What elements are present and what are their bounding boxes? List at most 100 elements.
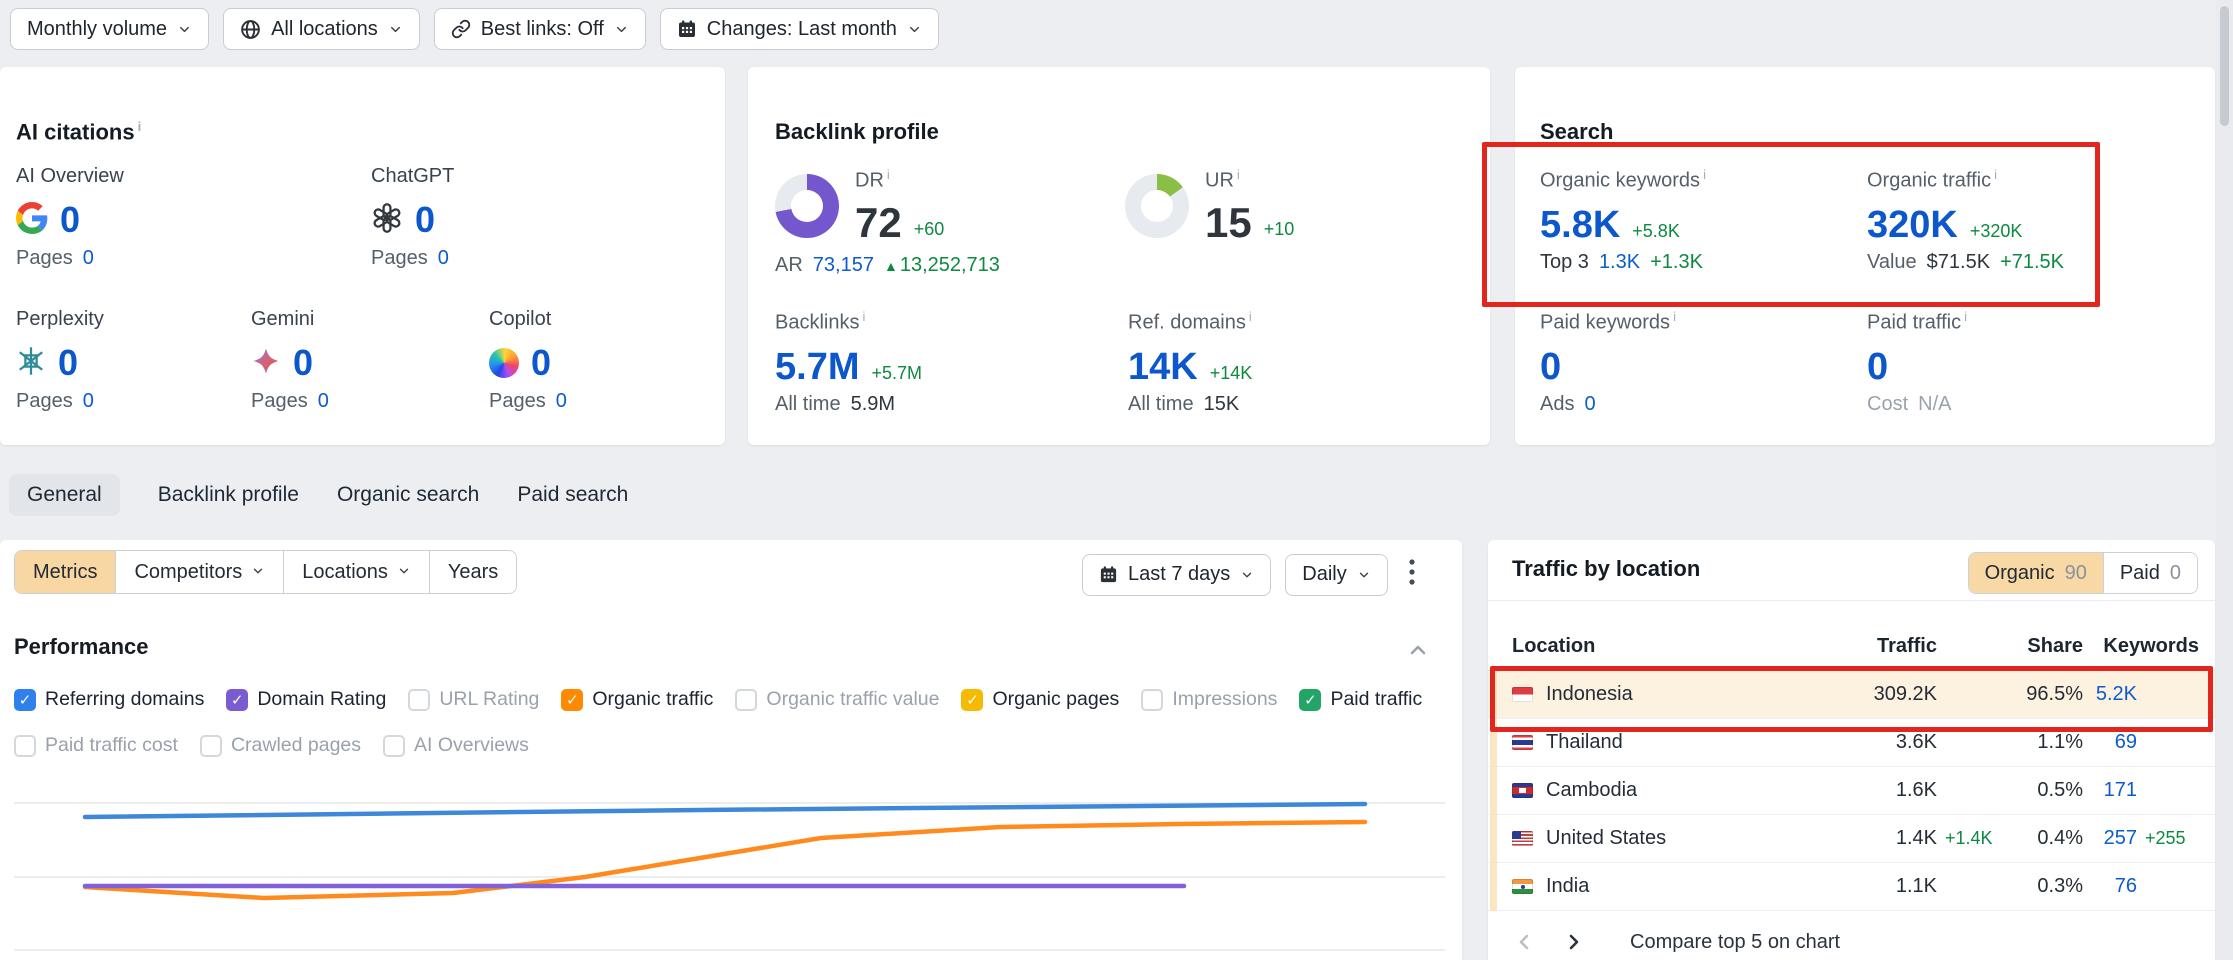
paid-traffic-stat: Paid traffici 0 CostN/A xyxy=(1867,309,1967,423)
segment-years[interactable]: Years xyxy=(429,551,516,593)
prev-page-icon[interactable] xyxy=(1512,930,1536,954)
location-pager: Compare top 5 on chart xyxy=(1512,924,1840,960)
checkbox[interactable] xyxy=(14,689,36,711)
keywords-link[interactable]: 5.2K xyxy=(2083,683,2137,706)
col-location[interactable]: Location xyxy=(1512,635,1827,658)
table-row-thailand[interactable]: Thailand 3.6K 1.1% 69 xyxy=(1488,719,2215,767)
chart-config-segments: Metrics Competitors Locations Years xyxy=(14,550,517,594)
collapse-chevron-up-icon[interactable] xyxy=(1406,638,1430,667)
next-page-icon[interactable] xyxy=(1562,930,1586,954)
chevron-down-icon xyxy=(1357,568,1371,582)
pages-link[interactable]: 0 xyxy=(318,390,329,418)
metric-referring-domains[interactable]: Referring domains xyxy=(14,688,204,711)
pages-link[interactable]: 0 xyxy=(83,247,94,275)
checkbox[interactable] xyxy=(200,735,222,757)
metric-organic-traffic-value[interactable]: Organic traffic value xyxy=(735,688,939,711)
chevron-down-icon xyxy=(907,22,922,37)
info-icon[interactable]: i xyxy=(887,167,890,182)
tab-general[interactable]: General xyxy=(9,474,120,516)
performance-chart[interactable] xyxy=(0,770,1462,960)
backlinks-value[interactable]: 5.7M xyxy=(775,345,859,389)
segment-competitors[interactable]: Competitors xyxy=(115,551,283,593)
checkbox[interactable] xyxy=(226,689,248,711)
info-icon[interactable]: i xyxy=(1237,167,1240,182)
organic-keywords-value[interactable]: 5.8K xyxy=(1540,203,1620,247)
best-links-filter[interactable]: Best links: Off xyxy=(434,8,646,50)
pages-link[interactable]: 0 xyxy=(83,390,94,418)
chevron-down-icon xyxy=(1240,568,1254,582)
metric-paid-traffic[interactable]: Paid traffic xyxy=(1299,688,1422,711)
col-traffic[interactable]: Traffic xyxy=(1827,635,1937,658)
india-flag-icon xyxy=(1512,879,1533,894)
date-range-button[interactable]: Last 7 days xyxy=(1082,554,1271,596)
tab-backlink-profile[interactable]: Backlink profile xyxy=(158,474,299,516)
chevron-down-icon xyxy=(388,22,403,37)
perplexity-icon xyxy=(16,346,46,381)
info-icon[interactable]: i xyxy=(138,119,142,134)
changes-filter-label: Changes: Last month xyxy=(707,18,897,41)
segment-locations[interactable]: Locations xyxy=(283,551,429,593)
col-share[interactable]: Share xyxy=(1997,635,2083,658)
checkbox[interactable] xyxy=(383,735,405,757)
pages-link[interactable]: 0 xyxy=(556,390,567,418)
scrollbar-thumb[interactable] xyxy=(2220,6,2229,126)
keywords-link[interactable]: 171 xyxy=(2083,779,2137,802)
more-options-icon[interactable] xyxy=(1402,550,1422,599)
checkbox[interactable] xyxy=(735,689,757,711)
metric-url-rating[interactable]: URL Rating xyxy=(408,688,539,711)
changes-filter[interactable]: Changes: Last month xyxy=(660,8,939,50)
keywords-link[interactable]: 69 xyxy=(2083,731,2137,754)
tab-paid-search[interactable]: Paid search xyxy=(517,474,628,516)
perplexity-count: 0 xyxy=(58,342,78,384)
ar-value-link[interactable]: 73,157 xyxy=(813,254,874,277)
chatgpt-count: 0 xyxy=(415,199,435,241)
table-row-indonesia[interactable]: Indonesia 309.2K 96.5% 5.2K xyxy=(1488,671,2215,719)
checkbox[interactable] xyxy=(14,735,36,757)
info-icon[interactable]: i xyxy=(862,309,865,324)
ads-link[interactable]: 0 xyxy=(1584,393,1595,416)
checkbox[interactable] xyxy=(408,689,430,711)
info-icon[interactable]: i xyxy=(1249,309,1252,324)
segment-metrics[interactable]: Metrics xyxy=(15,551,115,593)
metric-domain-rating[interactable]: Domain Rating xyxy=(226,688,386,711)
top3-link[interactable]: 1.3K xyxy=(1599,251,1640,274)
pages-link[interactable]: 0 xyxy=(438,247,449,275)
ahrefs-rank-line: AR 73,157 13,252,713 xyxy=(775,254,1000,284)
toggle-organic[interactable]: Organic90 xyxy=(1969,553,2103,593)
tab-organic-search[interactable]: Organic search xyxy=(337,474,479,516)
checkbox[interactable] xyxy=(561,689,583,711)
metric-crawled-pages[interactable]: Crawled pages xyxy=(200,734,361,757)
info-icon[interactable]: i xyxy=(1994,167,1997,182)
table-row-cambodia[interactable]: Cambodia 1.6K 0.5% 171 xyxy=(1488,767,2215,815)
locations-filter[interactable]: All locations xyxy=(223,8,420,50)
metric-organic-traffic[interactable]: Organic traffic xyxy=(561,688,713,711)
col-keywords[interactable]: Keywords xyxy=(2083,635,2199,658)
monthly-volume-filter[interactable]: Monthly volume xyxy=(10,8,209,50)
metric-ai-overviews[interactable]: AI Overviews xyxy=(383,734,529,757)
organic-traffic-value[interactable]: 320K xyxy=(1867,203,1958,247)
organic-paid-toggle: Organic90 Paid0 xyxy=(1968,552,2198,594)
granularity-button[interactable]: Daily xyxy=(1285,554,1387,596)
sorted-column-strip xyxy=(1490,671,1497,911)
paid-keywords-value[interactable]: 0 xyxy=(1540,345,1561,389)
checkbox[interactable] xyxy=(961,689,983,711)
performance-card: Metrics Competitors Locations Years Last… xyxy=(0,540,1462,960)
metric-impressions[interactable]: Impressions xyxy=(1141,688,1277,711)
info-icon[interactable]: i xyxy=(1703,167,1706,182)
metric-organic-pages[interactable]: Organic pages xyxy=(961,688,1119,711)
info-icon[interactable]: i xyxy=(1673,309,1676,324)
paid-traffic-value[interactable]: 0 xyxy=(1867,345,1888,389)
table-row-united-states[interactable]: United States 1.4K +1.4K 0.4% 257 +255 xyxy=(1488,815,2215,863)
keywords-link[interactable]: 257 xyxy=(2083,827,2137,850)
table-row-india[interactable]: India 1.1K 0.3% 76 xyxy=(1488,863,2215,911)
info-icon[interactable]: i xyxy=(1964,309,1967,324)
dr-donut-chart xyxy=(775,174,839,238)
ref-domains-value[interactable]: 14K xyxy=(1128,345,1198,389)
ai-item-perplexity: Perplexity 0 Pages0 xyxy=(16,308,104,418)
metric-paid-traffic-cost[interactable]: Paid traffic cost xyxy=(14,734,178,757)
toggle-paid[interactable]: Paid0 xyxy=(2103,553,2197,593)
scrollbar-track[interactable] xyxy=(2216,0,2233,960)
checkbox[interactable] xyxy=(1299,689,1321,711)
keywords-link[interactable]: 76 xyxy=(2083,875,2137,898)
checkbox[interactable] xyxy=(1141,689,1163,711)
